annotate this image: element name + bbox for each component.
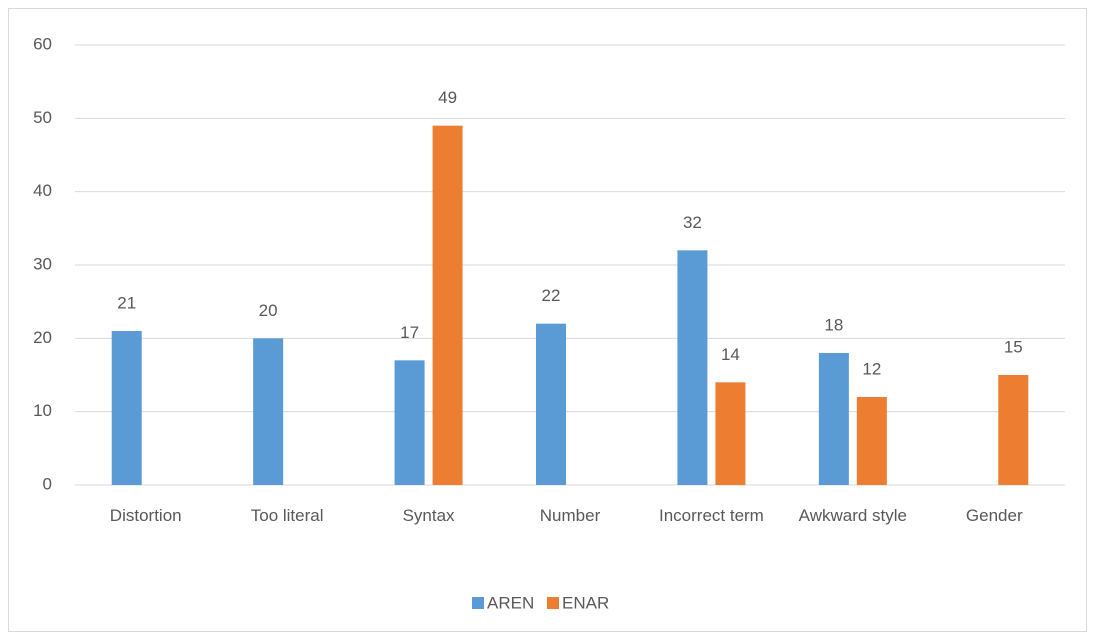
bar xyxy=(856,397,887,485)
legend-swatch xyxy=(547,597,559,609)
data-label: 17 xyxy=(400,323,419,342)
data-label: 15 xyxy=(1004,337,1023,356)
bar xyxy=(253,338,284,485)
x-tick-label: Distortion xyxy=(109,506,182,525)
legend-label: ENAR xyxy=(562,593,609,612)
bar xyxy=(536,323,566,485)
x-tick-label: Incorrect term xyxy=(658,506,764,525)
y-tick-label: 50 xyxy=(33,108,52,127)
y-tick-label: 60 xyxy=(33,34,52,53)
y-tick-label: 10 xyxy=(33,401,52,420)
x-tick-label: Number xyxy=(539,506,601,525)
bar xyxy=(111,331,142,485)
data-label: 21 xyxy=(117,293,136,312)
bar xyxy=(998,375,1029,485)
bar xyxy=(818,353,849,485)
data-label: 20 xyxy=(259,301,278,320)
data-label: 49 xyxy=(438,88,457,107)
x-tick-label: Syntax xyxy=(402,506,455,525)
y-tick-label: 30 xyxy=(33,254,52,273)
y-tick-label: 40 xyxy=(33,181,52,200)
data-label: 32 xyxy=(683,213,702,232)
legend-label: AREN xyxy=(487,593,534,612)
chart-border xyxy=(8,8,1087,632)
data-label: 22 xyxy=(542,286,561,305)
x-tick-label: Too literal xyxy=(250,506,324,525)
bar xyxy=(715,382,746,485)
data-label: 14 xyxy=(721,345,740,364)
legend-swatch xyxy=(472,597,484,609)
y-tick-label: 0 xyxy=(43,474,52,493)
data-label: 12 xyxy=(862,359,881,378)
y-tick-label: 20 xyxy=(33,328,52,347)
bar xyxy=(432,125,463,486)
x-tick-label: Awkward style xyxy=(798,506,908,525)
bar xyxy=(394,360,425,485)
data-label: 18 xyxy=(824,315,843,334)
bar xyxy=(677,250,708,485)
x-tick-label: Gender xyxy=(965,506,1023,525)
